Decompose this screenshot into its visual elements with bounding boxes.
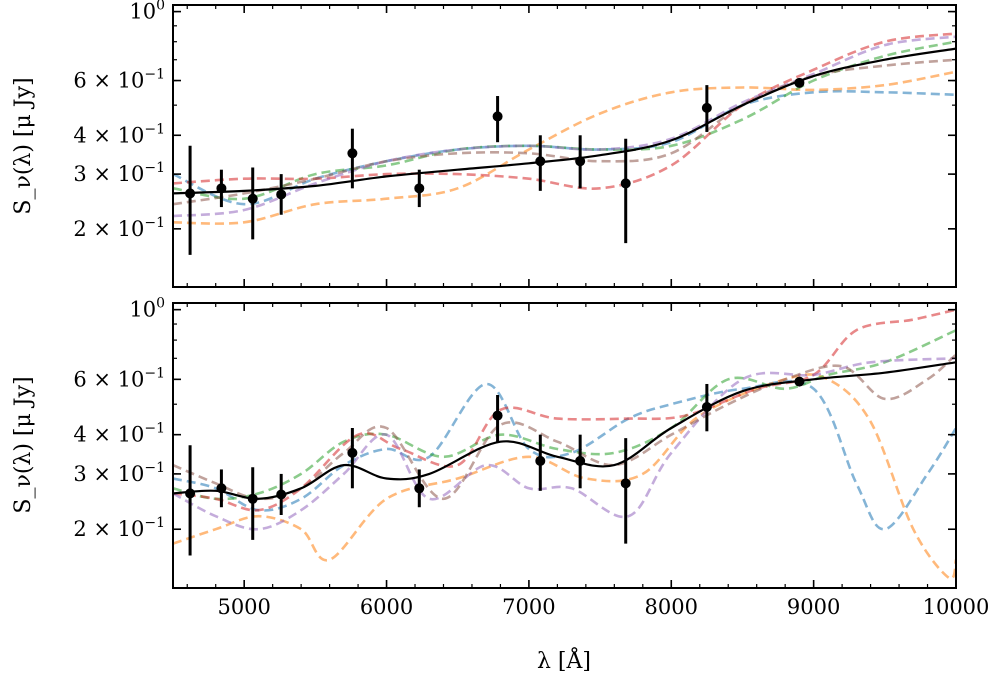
top-data-point-1 [216, 183, 227, 194]
x-tick-label-4: 9000 [787, 595, 840, 619]
bottom-panel: 2 × 10−1 3 × 10−1 4 × 10−1 6 × 10−1 100 S_ν(… [11, 296, 957, 589]
bottom-data-point-1 [216, 483, 227, 494]
top-data-point-0 [185, 188, 196, 199]
bottom-y-tick-label-3: 6 × 10−1 [73, 365, 165, 391]
x-tick-label-0: 5000 [217, 595, 270, 619]
bottom-data-point-3 [276, 489, 287, 500]
bottom-data-point-9 [620, 478, 631, 489]
bottom-y-tick-label-4: 100 [129, 296, 165, 322]
bottom-model-samples [173, 308, 956, 581]
bottom-y-tick-label-0: 2 × 10−1 [73, 515, 165, 541]
top-sample-line-5 [173, 58, 956, 206]
top-y-tick-label-1: 3 × 10−1 [73, 160, 165, 186]
bottom-sample-line-0 [173, 379, 956, 531]
bottom-data-point-10 [701, 401, 712, 412]
top-observations [185, 77, 805, 255]
top-data-point-3 [276, 189, 287, 200]
x-axis-ticks: 5000 6000 7000 8000 9000 10000 [217, 595, 989, 619]
bottom-data-point-0 [185, 488, 196, 499]
bottom-fit-line [173, 361, 956, 500]
top-data-point-4 [347, 148, 358, 159]
bottom-sample-line-1 [173, 373, 956, 581]
bottom-y-tick-label-1: 3 × 10−1 [73, 460, 165, 486]
bottom-axes-frame [172, 302, 957, 589]
bottom-sample-line-2 [173, 329, 956, 501]
bottom-data-point-2 [247, 493, 258, 504]
bottom-sample-line-3 [173, 308, 956, 512]
bottom-data-point-6 [492, 410, 503, 421]
top-data-point-8 [575, 156, 586, 167]
top-data-point-5 [414, 183, 425, 194]
top-data-point-2 [247, 193, 258, 204]
top-data-point-10 [701, 102, 712, 113]
top-y-tick-label-0: 2 × 10−1 [73, 215, 165, 241]
top-ticks: 2 × 10−1 3 × 10−1 4 × 10−1 6 × 10−1 100 [73, 0, 957, 287]
top-model-samples [173, 32, 956, 225]
x-tick-label-3: 8000 [645, 595, 698, 619]
top-panel: 2 × 10−1 3 × 10−1 4 × 10−1 6 × 10−1 100 S_ν(… [11, 0, 957, 288]
x-tick-label-2: 7000 [502, 595, 555, 619]
bottom-fit-layer [173, 361, 956, 500]
top-y-axis-label: S_ν(λ) [μ Jy] [11, 77, 36, 214]
top-y-tick-label-4: 100 [129, 0, 165, 24]
top-data-point-6 [492, 111, 503, 122]
bottom-data-point-8 [575, 455, 586, 466]
bottom-data-point-5 [414, 483, 425, 494]
x-axis-label: λ [Å] [537, 646, 591, 674]
top-data-point-9 [620, 178, 631, 189]
bottom-y-axis-label: S_ν(λ) [μ Jy] [11, 376, 36, 513]
top-axes-frame [172, 4, 957, 288]
top-sample-line-0 [173, 89, 956, 206]
bottom-y-tick-label-2: 4 × 10−1 [73, 421, 165, 447]
top-data-point-11 [794, 77, 805, 88]
top-fit-line [173, 47, 956, 195]
bottom-sample-line-4 [173, 357, 956, 531]
bottom-data-point-4 [347, 447, 358, 458]
x-tick-label-5: 10000 [923, 595, 990, 619]
x-tick-label-1: 6000 [360, 595, 413, 619]
bottom-data-point-11 [794, 376, 805, 387]
bottom-observations [185, 376, 805, 556]
top-y-tick-label-3: 6 × 10−1 [73, 67, 165, 93]
top-fit-layer [173, 47, 956, 195]
top-sample-line-2 [173, 40, 956, 201]
bottom-data-point-7 [535, 455, 546, 466]
top-data-point-7 [535, 156, 546, 167]
top-sample-line-3 [173, 32, 956, 190]
top-y-tick-label-2: 4 × 10−1 [73, 121, 165, 147]
